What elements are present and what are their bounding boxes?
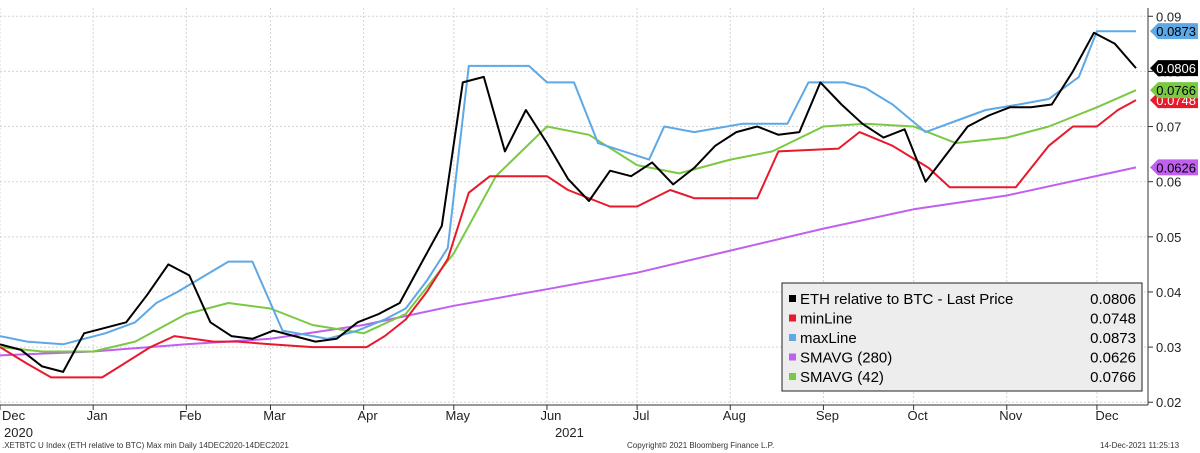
last-value-tag-text: 0.0766	[1156, 83, 1196, 98]
legend-label: SMAVG (42)	[800, 369, 884, 386]
x-year-label: 2020	[4, 425, 33, 440]
axes: Dec Jan Feb Mar Apr May Jun Jul Aug Sep Oct Nov Dec 2…	[0, 8, 1181, 440]
legend-value: 0.0873	[1090, 330, 1136, 347]
x-year-label: 2021	[555, 425, 584, 440]
legend-swatch	[789, 353, 796, 361]
legend-value: 0.0806	[1090, 291, 1136, 308]
x-tick-label: Mar	[263, 408, 286, 423]
legend-swatch	[789, 295, 796, 302]
series-line-0	[0, 31, 1137, 373]
y-tick-label: 0.07	[1156, 120, 1181, 135]
legend-value: 0.0766	[1090, 369, 1136, 386]
last-value-tag-bg	[1150, 23, 1198, 40]
y-tick-label: 0.09	[1156, 9, 1181, 24]
last-value-tag-4: 0.0766	[1150, 82, 1198, 99]
last-value-tag-bg	[1150, 60, 1198, 77]
footer-copyright: Copyright© 2021 Bloomberg Finance L.P.	[627, 441, 775, 450]
legend-label: maxLine	[800, 330, 857, 347]
x-tick-label: Jul	[633, 408, 650, 423]
last-value-tag-bg	[1150, 82, 1198, 99]
series-line-4	[0, 89, 1137, 353]
x-tick-label: Feb	[179, 408, 201, 423]
x-tick-label: Jan	[87, 408, 108, 423]
last-value-tag-text: 0.0873	[1156, 24, 1196, 39]
series-line-2	[0, 30, 1136, 346]
y-tick-label: 0.03	[1156, 340, 1181, 355]
series-line-1	[0, 99, 1137, 379]
legend-swatch	[789, 334, 796, 341]
last-value-tag-0: 0.0806	[1150, 60, 1198, 77]
legend: ETH relative to BTC - Last Price 0.0806 mi…	[781, 282, 1143, 392]
last-value-tag-text: 0.0626	[1156, 160, 1196, 175]
legend-label: SMAVG (280)	[800, 350, 892, 367]
x-tick-label: Oct	[907, 408, 928, 423]
last-value-tag-2: 0.0873	[1150, 23, 1198, 40]
x-tick-label: Aug	[723, 408, 746, 423]
footer-timestamp: 14-Dec-2021 11:25:13	[1100, 441, 1180, 450]
x-tick-label: Dec	[2, 408, 26, 423]
series-line-3	[0, 166, 1137, 357]
last-value-tag-bg	[1150, 159, 1198, 176]
x-tick-label: May	[446, 408, 471, 423]
x-tick-label: Dec	[1095, 408, 1119, 423]
footer-source: .XETBTC U Index (ETH relative to BTC) Ma…	[2, 441, 289, 450]
legend-swatch	[789, 314, 796, 322]
series-lines	[0, 30, 1137, 379]
last-value-tag-text: 0.0806	[1156, 61, 1196, 76]
y-tick-label: 0.02	[1156, 395, 1181, 410]
x-tick-label: Apr	[358, 408, 379, 423]
legend-value: 0.0626	[1090, 350, 1136, 367]
legend-label: minLine	[800, 311, 853, 328]
y-tick-label: 0.06	[1156, 175, 1181, 190]
legend-label: ETH relative to BTC - Last Price	[800, 291, 1013, 308]
y-tick-label: 0.04	[1156, 285, 1181, 300]
x-tick-label: Sep	[816, 408, 839, 423]
x-tick-label: Nov	[999, 408, 1023, 423]
x-tick-label: Jun	[540, 408, 561, 423]
legend-value: 0.0748	[1090, 311, 1136, 328]
last-value-tag-3: 0.0626	[1150, 159, 1198, 176]
legend-swatch	[789, 373, 796, 380]
legend-box	[781, 282, 1143, 392]
y-tick-label: 0.05	[1156, 230, 1181, 245]
